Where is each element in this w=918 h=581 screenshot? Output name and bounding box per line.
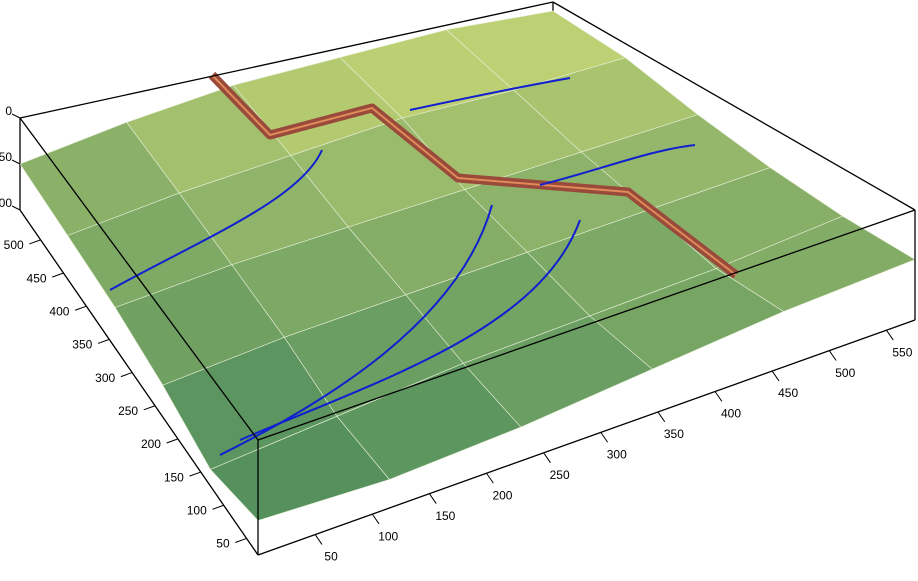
tick-label: 200 <box>492 488 512 502</box>
tick-mark <box>11 205 21 211</box>
stream <box>409 77 571 111</box>
surface-cell <box>209 415 390 521</box>
tick-label: 300 <box>95 371 115 385</box>
tick-mark <box>543 452 551 463</box>
tick-label: 250 <box>118 404 138 418</box>
tick-label: 150 <box>164 470 184 484</box>
tick-label: 550 <box>892 345 912 359</box>
tick-mark <box>212 504 224 510</box>
box-edge <box>19 1 554 119</box>
tick-mark <box>235 537 247 543</box>
tick-mark <box>428 493 437 504</box>
tick-mark <box>486 472 494 484</box>
decorations <box>109 71 739 456</box>
tick-mark <box>52 272 64 278</box>
tick-label: 450 <box>27 271 47 285</box>
tick-label: 450 <box>778 386 798 400</box>
stream <box>219 204 493 456</box>
tick-mark <box>11 113 21 119</box>
stream <box>109 149 323 291</box>
tick-mark <box>600 432 609 443</box>
tick-label: 50 <box>324 550 338 564</box>
tick-label: 350 <box>72 338 92 352</box>
tick-mark <box>29 239 41 245</box>
tick-mark <box>314 534 323 545</box>
tick-label: 500 <box>4 238 24 252</box>
box-edge <box>19 117 259 441</box>
tick-mark <box>11 159 21 165</box>
wall-top <box>211 74 737 276</box>
tick-label: 350 <box>664 427 684 441</box>
tick-mark <box>714 391 723 402</box>
tick-mark <box>166 438 179 444</box>
tick-mark <box>371 513 380 525</box>
box-edge <box>257 319 916 556</box>
tick-label: 300 <box>607 448 627 462</box>
tick-label: 500 <box>835 366 855 380</box>
box-edge <box>552 1 916 211</box>
stream <box>539 144 696 186</box>
tick-mark <box>828 350 837 361</box>
tick-mark <box>120 372 133 378</box>
tick-label: 400 <box>721 407 741 421</box>
tick-label: 250 <box>550 468 570 482</box>
tick-label: 0 <box>5 104 12 118</box>
tick-mark <box>189 471 201 477</box>
tick-label: 100 <box>187 504 207 518</box>
tick-label: 400 <box>49 304 69 318</box>
tick-label: 200 <box>141 437 161 451</box>
box-edge <box>257 209 916 441</box>
box-edge <box>19 209 259 556</box>
tick-label: 50 <box>216 537 230 551</box>
tick-label: 150 <box>435 509 455 523</box>
tick-mark <box>657 411 666 423</box>
surface <box>19 10 916 521</box>
tick-mark <box>74 305 87 311</box>
tick-label: -50 <box>0 150 12 164</box>
tick-mark <box>143 405 156 411</box>
front-edges: 50 100 150 200 250 300 350 400 450 500 550 50 100 150… <box>0 1 916 564</box>
tick-mark <box>771 370 780 382</box>
tick-label: -100 <box>0 196 12 210</box>
tick-label: 100 <box>378 529 398 543</box>
tick-mark <box>886 329 894 341</box>
tick-mark <box>97 338 110 344</box>
stream <box>239 219 581 441</box>
